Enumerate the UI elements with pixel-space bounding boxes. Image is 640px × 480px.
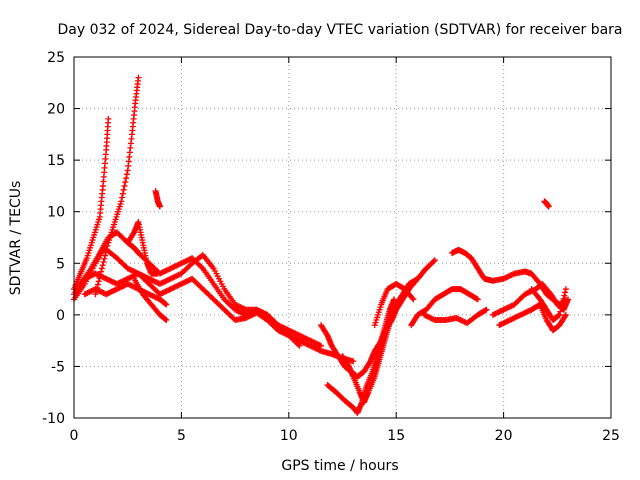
data-point [92, 291, 99, 298]
data-point [430, 258, 437, 265]
y-tick-label: 10 [47, 205, 65, 221]
y-tick-label: 15 [47, 153, 65, 169]
y-tick-label: 0 [56, 308, 65, 324]
data-point [556, 311, 563, 318]
satellite-track [131, 275, 170, 324]
data-point [95, 278, 102, 285]
satellite-track [81, 280, 170, 308]
data-point [119, 190, 126, 197]
x-tick-label: 5 [177, 428, 186, 444]
data-point [410, 296, 417, 303]
axis-ticks: 0 5 10 15 20 25 -10 -5 0 5 10 15 20 25 [42, 50, 620, 444]
x-tick-label: 25 [602, 428, 620, 444]
data-point [156, 203, 163, 210]
plot-frame [73, 56, 612, 419]
data-point [561, 292, 568, 299]
data-point [122, 179, 129, 186]
data-point [562, 311, 569, 318]
x-tick-label: 0 [70, 428, 79, 444]
satellite-track [77, 229, 303, 349]
satellite-track [541, 198, 552, 210]
data-point [296, 342, 303, 349]
data-point [295, 341, 302, 348]
data-point [120, 186, 127, 193]
satellite-track [152, 188, 163, 210]
satellite-track [124, 219, 161, 277]
y-tick-label: 20 [47, 102, 65, 118]
data-point [105, 115, 112, 122]
data-point [198, 264, 205, 271]
satellite-track [408, 286, 481, 329]
data-point [318, 342, 325, 349]
x-tick-label: 15 [387, 428, 405, 444]
data-point [102, 252, 109, 259]
data-point [483, 306, 490, 313]
data-point [558, 305, 565, 312]
x-tick-label: 20 [495, 428, 513, 444]
data-point [560, 295, 567, 302]
data-point [431, 257, 438, 264]
data-point [163, 317, 170, 324]
data-point [154, 270, 161, 277]
data-point [422, 266, 429, 273]
data-point [119, 194, 126, 201]
data-point [409, 295, 416, 302]
x-axis-label: GPS time / hours [281, 458, 398, 474]
satellite-track [371, 280, 417, 329]
data-point [123, 175, 130, 182]
data-point [99, 262, 106, 269]
data-point [135, 74, 142, 81]
data-point [94, 281, 101, 288]
data-point [163, 301, 170, 308]
data-points [71, 74, 572, 416]
data-point [98, 265, 105, 272]
satellite-track [71, 115, 112, 293]
data-point [118, 198, 125, 205]
data-point [559, 298, 566, 305]
data-point [545, 203, 552, 210]
data-point [230, 315, 237, 322]
satellite-track [528, 286, 569, 324]
data-point [100, 258, 107, 265]
data-point [557, 308, 564, 315]
y-tick-label: 5 [56, 256, 65, 272]
y-tick-label: 25 [47, 50, 65, 66]
satellite-track [496, 301, 569, 334]
chart-title: Day 032 of 2024, Sidereal Day-to-day VTE… [57, 22, 622, 38]
data-point [391, 296, 398, 303]
y-axis-label: SDTVAR / TECUs [8, 181, 24, 296]
data-point [562, 286, 569, 293]
data-point [558, 302, 565, 309]
data-point [101, 255, 108, 262]
y-tick-label: -5 [51, 359, 65, 375]
satellite-track [339, 265, 430, 406]
data-point [121, 182, 128, 189]
data-point [350, 358, 357, 365]
data-point [123, 171, 130, 178]
data-point [423, 265, 430, 272]
data-point [562, 313, 569, 320]
x-tick-label: 10 [280, 428, 298, 444]
data-point [562, 289, 569, 296]
y-tick-label: -10 [42, 411, 65, 427]
data-point [474, 296, 481, 303]
satellite-track [421, 306, 490, 327]
